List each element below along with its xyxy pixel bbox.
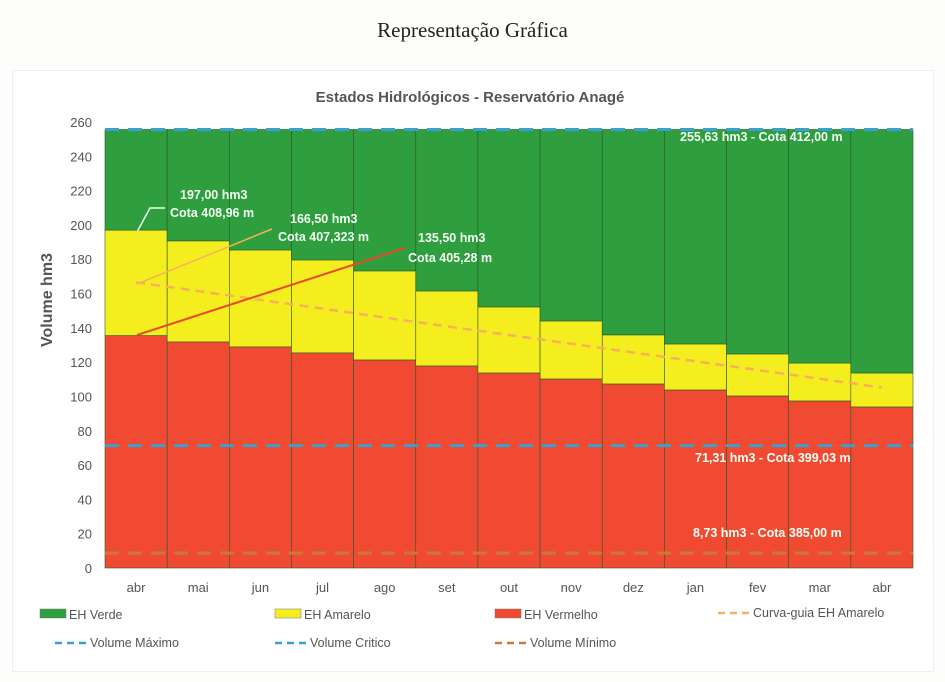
bar-eh-vermelho — [477, 372, 541, 569]
bar-eh-verde — [726, 129, 789, 355]
legend-label: EH Verde — [69, 608, 123, 622]
y-tick-label: 240 — [70, 149, 92, 164]
y-tick-label: 200 — [70, 218, 92, 233]
legend-label: Volume Mínimo — [530, 636, 616, 650]
legend-label: Volume Máximo — [90, 636, 179, 650]
bar-eh-vermelho — [166, 341, 230, 569]
annotation-label: 197,00 hm3 — [180, 188, 247, 202]
bar-eh-verde — [415, 129, 479, 292]
y-tick-label: 180 — [70, 252, 92, 267]
annotation-label: 71,31 hm3 - Cota 399,03 m — [695, 451, 851, 465]
bar-eh-verde — [539, 129, 603, 322]
bar-eh-vermelho — [353, 359, 417, 569]
bar-eh-vermelho — [850, 406, 914, 569]
annotation-label: Cota 405,28 m — [408, 251, 492, 265]
legend-swatch — [494, 608, 522, 619]
annotation-label: Cota 408,96 m — [170, 206, 254, 220]
legend-label: EH Amarelo — [304, 608, 371, 622]
bar-eh-verde — [104, 129, 168, 231]
y-tick-label: 120 — [70, 355, 92, 370]
bar-eh-verde — [353, 129, 417, 272]
annotation-label: Cota 407,323 m — [278, 230, 369, 244]
legend-label: Volume Critico — [310, 636, 391, 650]
bar-eh-vermelho — [788, 400, 852, 569]
bar-eh-vermelho — [291, 352, 354, 569]
x-tick-label: nov — [561, 580, 582, 595]
legend-label: Curva-guia EH Amarelo — [753, 606, 884, 620]
y-tick-label: 60 — [78, 458, 92, 473]
x-tick-label: fev — [749, 580, 767, 595]
page-title: Representação Gráfica — [377, 18, 568, 42]
bar-eh-amarelo — [664, 343, 727, 391]
bar-eh-amarelo — [726, 353, 789, 397]
y-tick-label: 220 — [70, 184, 92, 199]
legend-swatch — [274, 608, 302, 619]
bar-eh-verde — [664, 129, 727, 345]
curva-guia-line — [135, 281, 883, 389]
bar-eh-amarelo — [539, 320, 603, 380]
bar-eh-vermelho — [229, 346, 292, 569]
bar-eh-vermelho — [415, 365, 479, 569]
bar-eh-vermelho — [601, 383, 665, 569]
legend-label: EH Vermelho — [524, 608, 598, 622]
x-tick-label: abr — [873, 580, 892, 595]
annotation-label: 255,63 hm3 - Cota 412,00 m — [680, 130, 843, 144]
bar-eh-amarelo — [601, 334, 665, 385]
y-tick-label: 40 — [78, 492, 92, 507]
y-tick-label: 20 — [78, 527, 92, 542]
x-tick-label: jun — [251, 580, 269, 595]
x-tick-label: mar — [809, 580, 832, 595]
bar-eh-verde — [601, 129, 665, 336]
y-tick-label: 100 — [70, 389, 92, 404]
bar-eh-vermelho — [664, 389, 727, 569]
annotation-leader — [136, 228, 273, 285]
bar-eh-amarelo — [850, 372, 914, 408]
y-tick-label: 260 — [70, 115, 92, 130]
annotation-leader — [136, 247, 406, 336]
x-tick-label: out — [500, 580, 518, 595]
bar-eh-verde — [166, 129, 230, 242]
annotation-label: 135,50 hm3 — [418, 231, 485, 245]
y-tick-label: 140 — [70, 321, 92, 336]
y-tick-label: 80 — [78, 424, 92, 439]
bar-eh-vermelho — [539, 378, 603, 569]
bar-eh-amarelo — [477, 306, 541, 374]
bar-eh-verde — [291, 129, 354, 261]
x-tick-label: dez — [623, 580, 644, 595]
annotation-label: 8,73 hm3 - Cota 385,00 m — [693, 526, 842, 540]
legend-swatch — [39, 608, 67, 619]
x-tick-label: abr — [127, 580, 146, 595]
bar-eh-verde — [477, 129, 541, 308]
bar-eh-amarelo — [229, 249, 292, 348]
x-tick-label: ago — [374, 580, 396, 595]
x-tick-label: jan — [686, 580, 704, 595]
bar-eh-verde — [788, 129, 852, 364]
bar-eh-vermelho — [726, 395, 789, 569]
annotation-leader — [136, 207, 165, 233]
y-tick-label: 0 — [85, 561, 92, 576]
annotation-label: 166,50 hm3 — [290, 212, 357, 226]
y-axis-label: Volume hm3 — [39, 253, 56, 347]
bar-eh-verde — [229, 129, 292, 251]
bar-eh-verde — [850, 129, 914, 374]
x-tick-label: set — [438, 580, 456, 595]
chart-title: Estados Hidrológicos - Reservatório Anag… — [316, 89, 625, 106]
x-tick-label: mai — [188, 580, 209, 595]
y-tick-label: 160 — [70, 287, 92, 302]
x-tick-label: jul — [315, 580, 329, 595]
bar-eh-vermelho — [104, 335, 168, 569]
